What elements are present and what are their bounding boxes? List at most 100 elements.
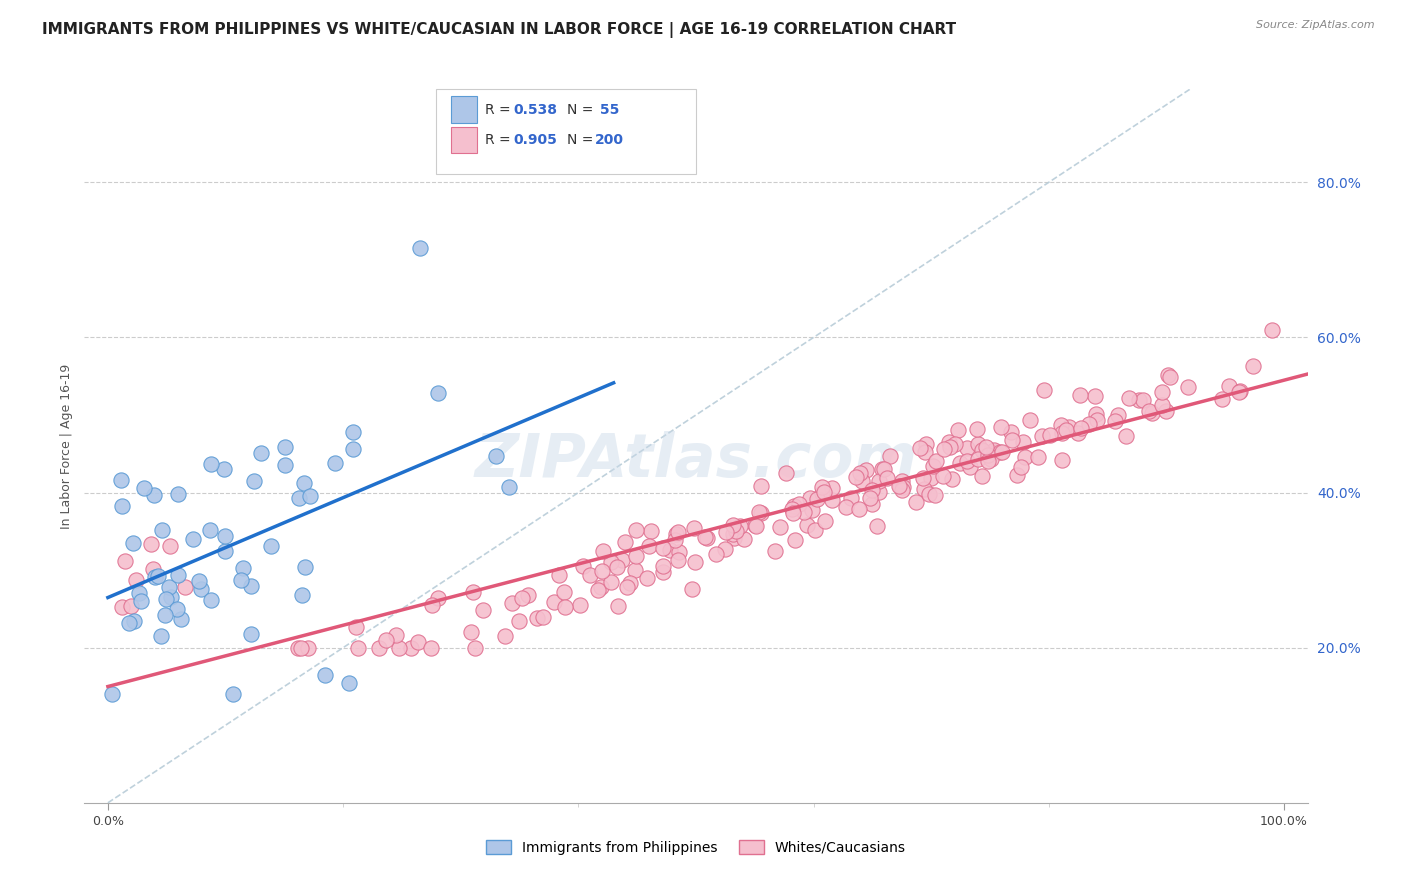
Point (128, 586, 150, 600)
Point (721, 517, 744, 532)
Point (1001, 433, 1024, 447)
Point (912, 471, 935, 485)
Point (980, 451, 1002, 466)
Text: Source: ZipAtlas.com: Source: ZipAtlas.com (1257, 20, 1375, 29)
Point (990, 420, 1012, 434)
Point (616, 580, 638, 594)
Point (1085, 413, 1108, 427)
Point (956, 454, 979, 468)
Point (859, 491, 882, 505)
Point (1000, 425, 1022, 439)
Point (1118, 392, 1140, 406)
Point (460, 625, 482, 640)
Point (821, 492, 844, 507)
Point (134, 481, 156, 495)
Point (579, 568, 602, 582)
Point (920, 471, 942, 485)
Point (943, 437, 966, 451)
Point (517, 588, 540, 602)
Point (600, 574, 623, 589)
Point (908, 442, 931, 456)
Point (763, 544, 786, 558)
Point (876, 471, 898, 485)
Point (1057, 419, 1080, 434)
Point (111, 600, 134, 615)
Point (139, 537, 162, 551)
Point (1115, 429, 1137, 443)
Point (728, 519, 751, 533)
Point (799, 491, 821, 505)
Point (531, 610, 554, 624)
Point (591, 564, 613, 578)
Point (384, 628, 406, 642)
Point (200, 593, 222, 607)
Point (714, 542, 737, 557)
Point (232, 561, 254, 575)
Point (866, 518, 889, 533)
Point (159, 539, 181, 553)
Point (912, 482, 935, 496)
Point (668, 544, 690, 558)
Point (941, 472, 963, 486)
Point (849, 466, 872, 480)
Point (167, 568, 190, 582)
Point (142, 488, 165, 502)
Point (1150, 398, 1173, 412)
Point (591, 580, 613, 594)
Point (775, 467, 797, 481)
Point (922, 459, 945, 474)
Point (879, 449, 901, 463)
Point (606, 599, 628, 613)
Point (860, 483, 883, 497)
Point (599, 556, 621, 570)
Text: N =: N = (567, 133, 598, 147)
Point (1128, 392, 1150, 407)
Point (512, 591, 534, 606)
Point (1140, 406, 1163, 420)
Point (782, 506, 804, 520)
Point (347, 640, 370, 655)
Point (1229, 384, 1251, 398)
Point (966, 436, 988, 450)
Text: 200: 200 (595, 133, 624, 147)
Point (290, 640, 312, 655)
Point (1218, 378, 1240, 392)
Point (498, 480, 520, 494)
Point (623, 563, 645, 577)
Point (273, 458, 295, 472)
Point (666, 524, 689, 539)
Text: 55: 55 (595, 103, 619, 117)
Point (342, 425, 364, 439)
Point (696, 531, 718, 545)
Point (1070, 421, 1092, 435)
Point (813, 485, 835, 500)
Text: IMMIGRANTS FROM PHILIPPINES VS WHITE/CAUCASIAN IN LABOR FORCE | AGE 16-19 CORREL: IMMIGRANTS FROM PHILIPPINES VS WHITE/CAU… (42, 22, 956, 38)
Point (868, 474, 890, 488)
Point (461, 585, 484, 599)
Point (294, 560, 316, 574)
Text: ZIPAtlas.com: ZIPAtlas.com (474, 431, 918, 490)
Point (1084, 389, 1107, 403)
Point (938, 435, 960, 450)
Text: 0.538: 0.538 (513, 103, 557, 117)
Point (796, 517, 818, 532)
Point (508, 614, 530, 628)
Point (889, 478, 911, 492)
Point (1104, 414, 1126, 428)
Point (988, 444, 1011, 458)
Point (619, 576, 641, 591)
Point (408, 241, 430, 255)
Point (626, 549, 648, 563)
Point (166, 602, 188, 616)
Legend: Immigrants from Philippines, Whites/Caucasians: Immigrants from Philippines, Whites/Cauc… (481, 834, 911, 860)
Point (214, 529, 236, 543)
Point (606, 560, 628, 574)
Point (569, 598, 592, 612)
Point (1241, 359, 1264, 374)
Point (723, 531, 745, 545)
Point (231, 573, 253, 587)
Point (471, 603, 494, 617)
Point (1033, 384, 1056, 398)
Point (924, 488, 946, 502)
Point (983, 443, 1005, 458)
